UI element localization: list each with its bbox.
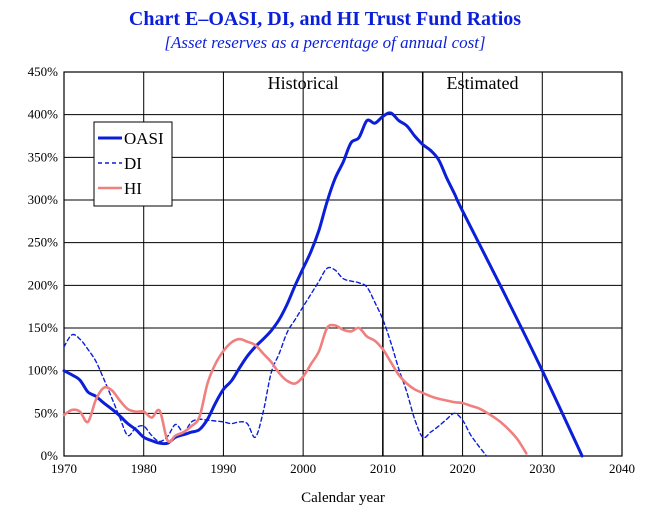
x-tick-label: 1990 xyxy=(210,461,236,476)
region-label-historical: Historical xyxy=(268,73,339,93)
y-tick-label: 150% xyxy=(28,320,59,335)
y-tick-label: 0% xyxy=(41,448,59,463)
x-tick-label: 2010 xyxy=(370,461,396,476)
y-tick-label: 50% xyxy=(34,405,58,420)
legend-label-hi: HI xyxy=(124,179,142,198)
y-tick-label: 250% xyxy=(28,235,59,250)
y-tick-label: 450% xyxy=(28,64,59,79)
x-tick-label: 2020 xyxy=(450,461,476,476)
x-tick-label: 1980 xyxy=(131,461,157,476)
legend-label-oasi: OASI xyxy=(124,129,164,148)
y-tick-label: 100% xyxy=(28,363,59,378)
series-line-hi xyxy=(62,323,528,455)
region-label-estimated: Estimated xyxy=(447,73,519,93)
y-tick-label: 200% xyxy=(28,277,59,292)
chart-title: Chart E–OASI, DI, and HI Trust Fund Rati… xyxy=(128,8,522,30)
x-tick-label: 2040 xyxy=(609,461,635,476)
x-tick-label: 2030 xyxy=(529,461,555,476)
plot-frame xyxy=(63,71,623,457)
y-tick-label: 350% xyxy=(28,149,59,164)
legend-box xyxy=(93,121,173,207)
series-line-oasi xyxy=(62,111,584,458)
x-axis-label: Calendar year xyxy=(301,490,385,506)
chart-subtitle: [Asset reserves as a percentage of annua… xyxy=(164,33,486,52)
series-line-di xyxy=(63,266,488,457)
y-tick-label: 400% xyxy=(28,107,59,122)
x-tick-label: 1970 xyxy=(51,461,77,476)
legend-label-di: DI xyxy=(124,154,142,173)
x-tick-label: 2000 xyxy=(290,461,316,476)
y-tick-label: 300% xyxy=(28,192,59,207)
legend: OASI DI HI xyxy=(93,121,173,207)
